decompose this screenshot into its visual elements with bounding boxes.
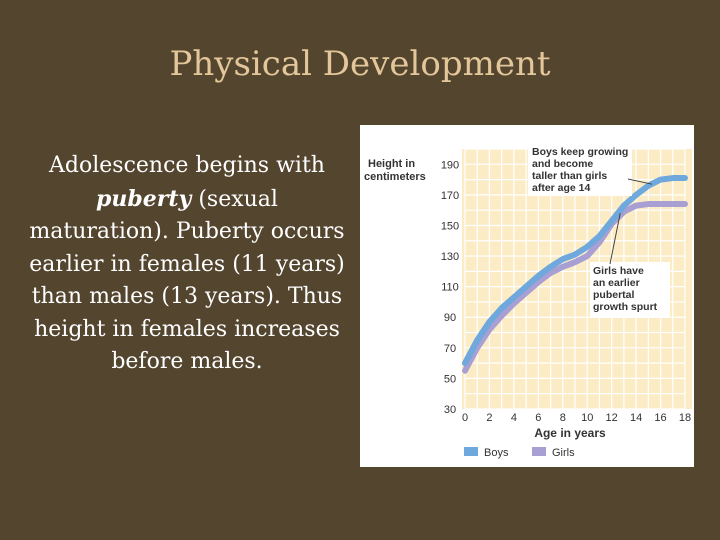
- x-tick-label: 16: [654, 412, 666, 424]
- y-tick-label: 90: [444, 312, 456, 324]
- legend-label-boys: Boys: [484, 447, 509, 459]
- x-tick-label: 14: [630, 412, 642, 424]
- y-axis-title-line: centimeters: [364, 171, 426, 183]
- x-tick-label: 0: [462, 412, 468, 424]
- annotation-leader-girls: [609, 213, 621, 265]
- y-tick-label: 110: [441, 282, 459, 294]
- y-tick-labels: 30 50 70 90 110 130 150 170 190: [441, 159, 459, 416]
- annotation-text-girls: Girls have: [593, 265, 644, 277]
- growth-chart: Height in centimeters 30 50 70 90 110 130 150 17…: [360, 125, 694, 467]
- y-tick-label: 150: [441, 220, 459, 232]
- legend-swatch-girls: [532, 447, 546, 456]
- legend-label-girls: Girls: [552, 447, 575, 459]
- annotation-leader-boys: [627, 178, 653, 185]
- slide-title: Physical Development: [169, 44, 551, 84]
- series-line-girls: [462, 201, 688, 374]
- x-tick-label: 12: [606, 412, 618, 424]
- annotation-text-boys: after age 14: [532, 182, 591, 194]
- y-tick-label: 130: [441, 251, 459, 263]
- x-axis-title: Age in years: [534, 426, 606, 440]
- annotation-text-girls: growth spurt: [593, 301, 658, 313]
- body-text-rest: (sexual maturation). Puberty occurs earl…: [29, 186, 345, 375]
- x-tick-label: 8: [560, 412, 566, 424]
- x-tick-label: 2: [486, 412, 492, 424]
- x-tick-label: 4: [511, 412, 517, 424]
- legend-swatch-boys: [464, 447, 478, 456]
- y-tick-label: 70: [444, 343, 456, 355]
- series-line-boys: [462, 175, 688, 367]
- body-text-emphasis: puberty: [96, 185, 192, 212]
- x-tick-label: 10: [581, 412, 593, 424]
- annotation-text-boys: and become: [532, 158, 593, 170]
- body-text-start: Adolescence begins with: [49, 153, 325, 178]
- x-tick-label: 18: [679, 412, 691, 424]
- slide-body-text: Adolescence begins with puberty (sexual …: [28, 150, 346, 379]
- y-axis-title-line: Height in: [368, 158, 415, 170]
- series-lines: [462, 175, 688, 374]
- y-tick-label: 30: [444, 404, 456, 416]
- x-tick-label: 6: [535, 412, 541, 424]
- x-tick-labels: 0 2 4 6 8 10 12 14 16 18: [462, 412, 691, 424]
- annotation-text-girls: pubertal: [593, 289, 635, 301]
- annotation-text-girls: an earlier: [593, 277, 640, 289]
- annotation-text-boys: Boys keep growing: [532, 146, 628, 158]
- y-tick-label: 50: [444, 373, 456, 385]
- chart-legend: Boys Girls: [464, 447, 575, 459]
- annotation-box-boys: [528, 144, 632, 196]
- annotation-text-boys: taller than girls: [532, 170, 607, 182]
- y-tick-label: 190: [441, 159, 459, 171]
- y-tick-label: 170: [441, 190, 459, 202]
- annotation-box-girls: [590, 262, 670, 318]
